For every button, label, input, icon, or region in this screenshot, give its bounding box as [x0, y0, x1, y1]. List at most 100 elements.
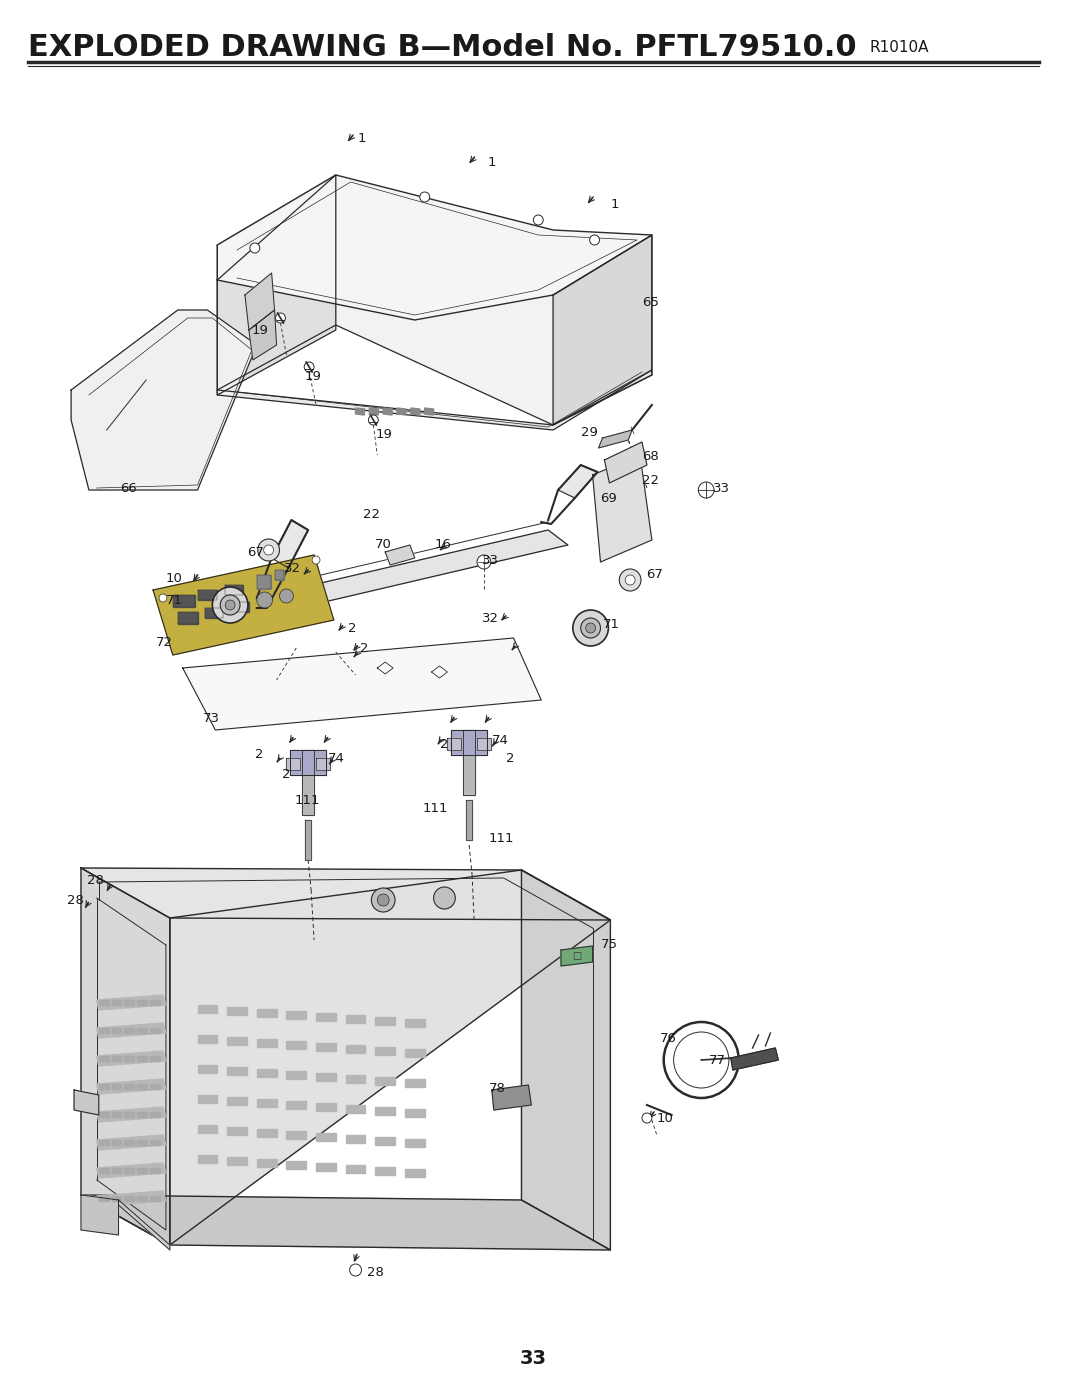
- Circle shape: [226, 599, 235, 610]
- Circle shape: [625, 576, 635, 585]
- Text: 19: 19: [252, 324, 269, 337]
- Polygon shape: [227, 1007, 247, 1016]
- Circle shape: [619, 569, 642, 591]
- Polygon shape: [405, 1018, 424, 1027]
- Polygon shape: [376, 1166, 395, 1175]
- Polygon shape: [598, 430, 632, 448]
- Circle shape: [433, 887, 456, 909]
- Polygon shape: [405, 1169, 424, 1178]
- Text: R1010A: R1010A: [869, 41, 929, 56]
- Polygon shape: [346, 1016, 365, 1023]
- Polygon shape: [81, 868, 610, 921]
- Text: 33: 33: [713, 482, 730, 495]
- Polygon shape: [346, 1045, 365, 1053]
- Text: 71: 71: [166, 594, 183, 606]
- Text: 19: 19: [305, 369, 321, 383]
- Polygon shape: [316, 1104, 336, 1111]
- Text: 72: 72: [156, 636, 173, 648]
- Polygon shape: [98, 1168, 109, 1173]
- Polygon shape: [271, 520, 308, 569]
- Circle shape: [275, 313, 285, 323]
- Text: 33: 33: [482, 553, 499, 567]
- Polygon shape: [731, 1048, 779, 1070]
- Text: 111: 111: [295, 793, 320, 806]
- Text: 19: 19: [376, 429, 392, 441]
- Polygon shape: [447, 738, 461, 750]
- Polygon shape: [97, 995, 166, 1010]
- Polygon shape: [150, 1140, 160, 1146]
- Text: 74: 74: [491, 733, 509, 746]
- Polygon shape: [405, 1109, 424, 1118]
- Polygon shape: [111, 1112, 121, 1118]
- Polygon shape: [150, 1196, 160, 1201]
- Text: 70: 70: [376, 538, 392, 552]
- Circle shape: [264, 545, 273, 555]
- Text: 1: 1: [488, 156, 497, 169]
- Polygon shape: [257, 1129, 276, 1137]
- Text: 68: 68: [642, 450, 659, 462]
- Text: 71: 71: [603, 619, 620, 631]
- Polygon shape: [111, 1056, 121, 1060]
- Polygon shape: [346, 1105, 365, 1113]
- Text: 77: 77: [710, 1053, 726, 1066]
- Polygon shape: [286, 1132, 306, 1139]
- Polygon shape: [217, 175, 652, 320]
- Polygon shape: [355, 408, 364, 415]
- Circle shape: [220, 595, 240, 615]
- Text: 2: 2: [361, 641, 369, 655]
- Polygon shape: [233, 602, 248, 612]
- Circle shape: [642, 1113, 652, 1123]
- Polygon shape: [81, 1194, 119, 1235]
- Polygon shape: [124, 1140, 134, 1146]
- Polygon shape: [124, 1112, 134, 1118]
- Polygon shape: [553, 235, 652, 425]
- Polygon shape: [150, 1168, 160, 1173]
- Polygon shape: [217, 175, 336, 395]
- Polygon shape: [124, 1084, 134, 1090]
- Text: 2: 2: [255, 749, 264, 761]
- Polygon shape: [558, 465, 597, 497]
- Polygon shape: [376, 1137, 395, 1146]
- Circle shape: [159, 594, 167, 602]
- Circle shape: [581, 617, 600, 638]
- Polygon shape: [257, 529, 568, 615]
- Polygon shape: [257, 1099, 276, 1106]
- Text: 28: 28: [367, 1266, 384, 1278]
- Polygon shape: [153, 555, 334, 655]
- Text: 75: 75: [600, 939, 618, 951]
- Polygon shape: [75, 1090, 98, 1115]
- Polygon shape: [316, 1073, 336, 1081]
- Polygon shape: [97, 1106, 166, 1122]
- Polygon shape: [98, 1056, 109, 1060]
- Text: 33: 33: [519, 1348, 546, 1368]
- Polygon shape: [346, 1134, 365, 1143]
- Circle shape: [213, 587, 248, 623]
- Polygon shape: [111, 1196, 121, 1201]
- Text: 28: 28: [67, 894, 84, 907]
- Text: 67: 67: [646, 569, 663, 581]
- Polygon shape: [248, 310, 276, 360]
- Polygon shape: [593, 455, 652, 562]
- Circle shape: [377, 894, 389, 907]
- Polygon shape: [198, 1095, 217, 1104]
- Polygon shape: [98, 1000, 109, 1004]
- Polygon shape: [198, 1004, 217, 1013]
- Text: 1: 1: [357, 131, 366, 144]
- Polygon shape: [217, 370, 652, 430]
- Polygon shape: [605, 441, 647, 483]
- Polygon shape: [137, 1028, 147, 1032]
- Polygon shape: [97, 1192, 166, 1206]
- Polygon shape: [81, 1194, 610, 1250]
- Polygon shape: [198, 1155, 217, 1162]
- Polygon shape: [137, 1084, 147, 1090]
- Polygon shape: [97, 1078, 166, 1094]
- Polygon shape: [124, 1056, 134, 1060]
- Circle shape: [312, 556, 320, 564]
- Polygon shape: [119, 1200, 170, 1250]
- Polygon shape: [286, 1071, 306, 1078]
- Polygon shape: [150, 1112, 160, 1118]
- Polygon shape: [316, 759, 329, 770]
- Polygon shape: [346, 1076, 365, 1083]
- Polygon shape: [410, 408, 420, 415]
- Polygon shape: [97, 1134, 166, 1150]
